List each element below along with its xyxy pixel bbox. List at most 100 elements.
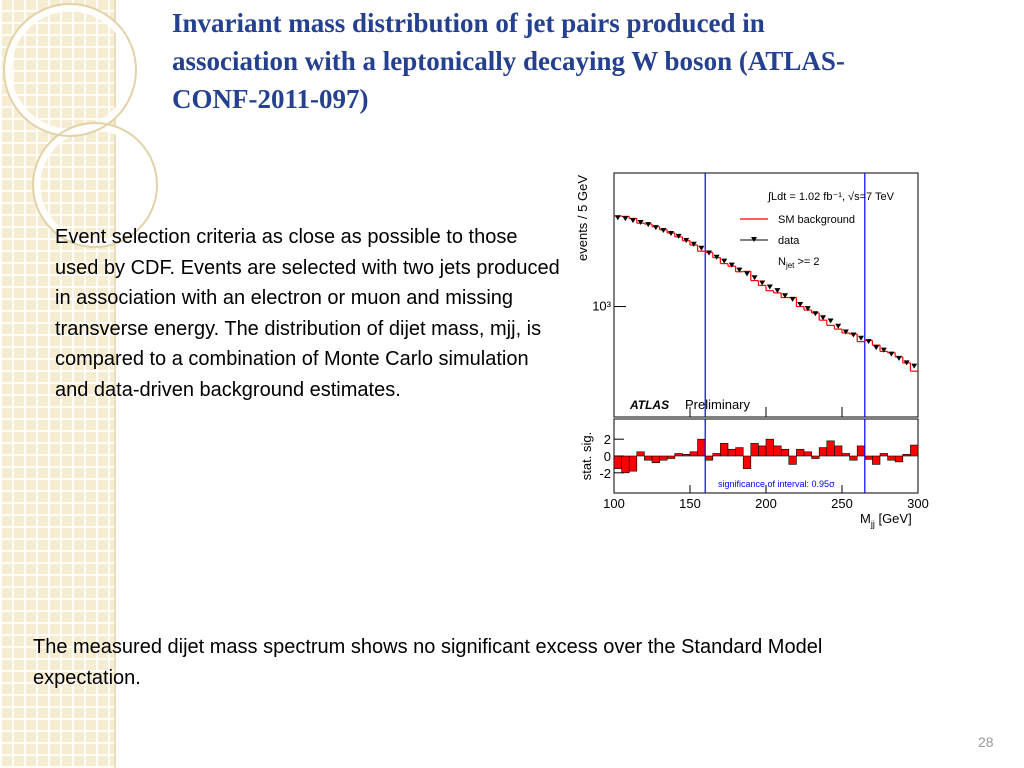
x-axis-label: Mjj [GeV]: [860, 511, 912, 529]
bar: [750, 443, 759, 457]
data-point: [645, 222, 652, 228]
y-axis-label: events / 5 GeV: [575, 175, 590, 261]
annotation: Preliminary: [685, 397, 751, 412]
data-point: [690, 241, 697, 247]
x-axis-label-part: [GeV]: [875, 511, 912, 526]
legend-label: data: [778, 235, 800, 247]
decor-circles: [4, 4, 157, 247]
data-point: [797, 302, 804, 308]
bar: [758, 445, 767, 457]
bar: [818, 447, 828, 457]
page-number: 28: [978, 734, 994, 750]
decor-circle: [33, 123, 157, 247]
data-point: [880, 347, 887, 353]
bar: [697, 438, 706, 457]
data-point: [652, 225, 659, 231]
data-point: [903, 360, 910, 366]
decor-circle: [32, 122, 158, 248]
legend-footer-part: N: [778, 256, 786, 268]
data-point: [744, 271, 750, 277]
data-point: [782, 293, 788, 299]
decor-circle: [3, 3, 137, 137]
y-tick-label: 10³: [592, 299, 611, 314]
decor-circles: [3, 3, 158, 248]
legend-marker: [751, 237, 757, 242]
bar: [613, 455, 622, 469]
annotation: ATLAS: [629, 398, 669, 412]
decor-circle: [4, 4, 136, 136]
bar: [811, 455, 820, 459]
bar: [720, 443, 729, 457]
bar: [628, 455, 638, 472]
data-point: [850, 332, 857, 338]
data-point: [835, 323, 842, 329]
bar: [636, 451, 645, 457]
bar: [727, 448, 736, 457]
slide-title: Invariant mass distribution of jet pairs…: [172, 8, 845, 114]
legend-label: SM background: [778, 214, 855, 226]
data-point: [683, 237, 690, 243]
bar: [864, 455, 873, 460]
bar: [651, 455, 660, 464]
x-tick-label: 300: [907, 496, 929, 511]
bar: [689, 451, 698, 457]
data-point: [827, 318, 834, 324]
y-tick-label: 0: [604, 449, 611, 464]
bar: [849, 455, 858, 461]
data-point: [630, 218, 636, 224]
data-point: [736, 267, 743, 273]
bar: [621, 455, 630, 474]
data-point: [842, 329, 849, 335]
data-point: [622, 216, 629, 222]
bar: [803, 451, 812, 457]
data-point: [660, 227, 667, 233]
legend-footer-part: jet: [785, 261, 795, 270]
x-axis-label-part: M: [860, 511, 871, 526]
legend-footer: Njet >= 2: [778, 256, 819, 270]
data-point: [873, 345, 880, 351]
bar: [780, 448, 790, 457]
bar: [735, 447, 744, 457]
bar: [742, 455, 752, 469]
y-tick-label: -2: [599, 466, 611, 481]
bar: [879, 453, 888, 457]
y-axis-label: stat. sig.: [579, 432, 594, 480]
bar: [834, 445, 843, 457]
x-tick-label: 150: [679, 496, 701, 511]
body-text: Event selection criteria as close as pos…: [55, 226, 560, 401]
data-point: [637, 220, 644, 226]
bar: [856, 445, 866, 457]
data-point: [751, 275, 758, 281]
data-point: [865, 339, 872, 345]
bar: [674, 453, 683, 457]
bar: [682, 454, 691, 457]
data-point: [675, 233, 682, 239]
legend-header: ∫Ldt = 1.02 fb⁻¹, √s=7 TeV: [767, 191, 895, 203]
data-point: [721, 258, 728, 264]
bar: [910, 444, 919, 457]
bar: [887, 455, 896, 461]
y-tick-label: 2: [604, 432, 611, 447]
data-point: [713, 254, 720, 260]
data-point: [614, 215, 621, 221]
bar: [773, 445, 782, 457]
data-point: [888, 351, 895, 357]
bar: [712, 453, 721, 457]
bar: [826, 440, 835, 457]
x-tick-label: 100: [603, 496, 625, 511]
x-axis-label-part: jj: [870, 519, 875, 529]
x-tick-label: 250: [831, 496, 853, 511]
bar: [644, 455, 653, 461]
bar: [765, 438, 774, 457]
data-point: [789, 296, 796, 302]
data-point: [728, 262, 735, 268]
data-point: [858, 335, 864, 341]
bar: [872, 455, 881, 465]
bar: [666, 455, 676, 459]
legend-footer-part: >= 2: [794, 256, 819, 268]
x-tick-label: 200: [755, 496, 777, 511]
